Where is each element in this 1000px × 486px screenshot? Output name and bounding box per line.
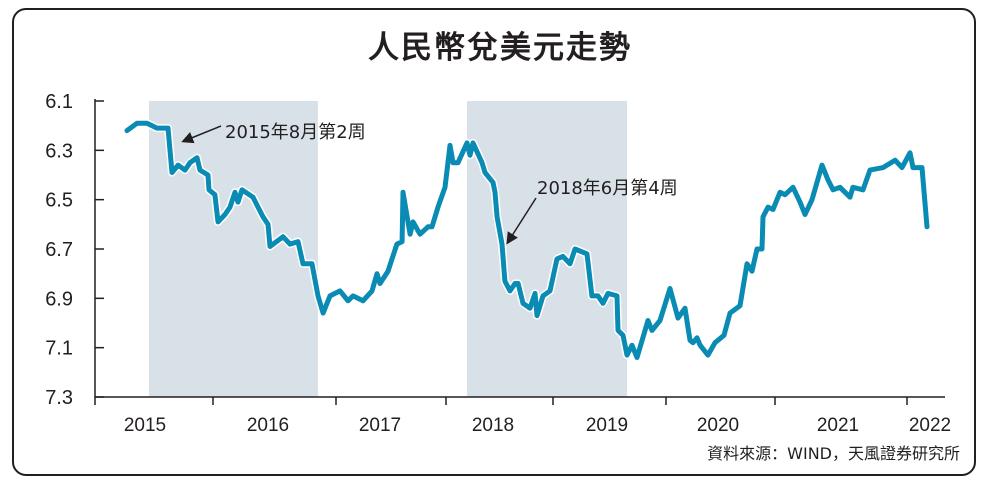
y-tick-label: 7.3 [45,387,73,409]
shaded-period [467,101,627,397]
series-line-usd-cny [124,120,930,360]
source-note: 資料來源：WIND，天風證券研究所 [707,444,960,463]
x-tick-label: 2021 [817,415,859,436]
y-tick-label: 6.7 [45,239,73,261]
y-tick-label: 7.1 [45,338,73,360]
x-tick-label: 2016 [247,415,289,436]
y-tick-label: 6.5 [45,190,73,212]
x-tick-label: 2018 [472,415,514,436]
shaded-period [149,101,318,397]
annotation-arrow [506,197,537,245]
x-tick-label: 2015 [124,415,166,436]
y-tick-label: 6.3 [45,140,73,162]
y-tick-label: 6.1 [45,91,73,113]
chart-frame [12,8,976,476]
x-tick-label: 2022 [909,415,951,436]
x-tick-label: 2017 [359,415,401,436]
chart-title: 人民幣兌美元走勢 [368,30,632,66]
annotation-arrow [181,125,222,144]
annotation-label: 2015年8月第2周 [225,122,366,143]
x-tick-label: 2019 [586,415,628,436]
annotation-label: 2018年6月第4周 [537,178,678,199]
y-tick-label: 6.9 [45,288,73,310]
x-tick-label: 2020 [697,415,739,436]
